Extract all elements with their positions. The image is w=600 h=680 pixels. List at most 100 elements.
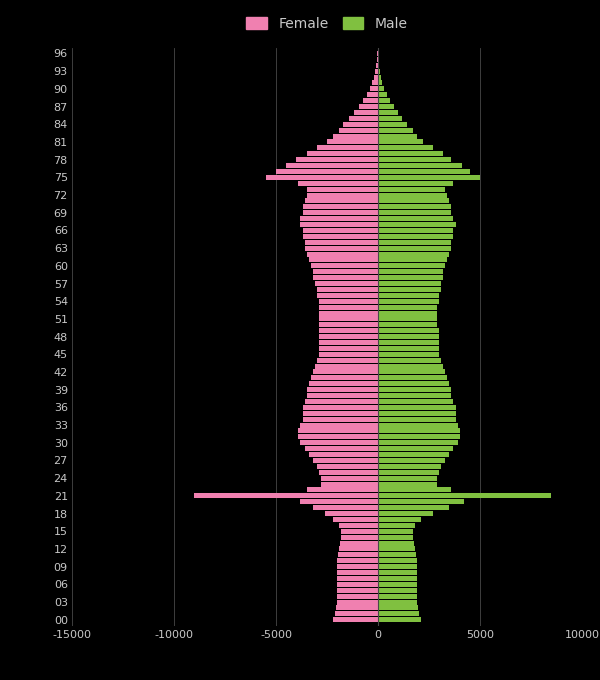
Bar [378,204,451,209]
Bar [378,523,415,528]
Bar [341,529,378,534]
Bar [353,110,378,115]
Bar [308,381,378,386]
Bar [335,611,378,616]
Bar [378,582,417,587]
Bar [319,334,378,339]
Bar [378,263,445,269]
Bar [378,299,439,304]
Bar [307,488,378,492]
Bar [302,204,378,209]
Bar [333,133,378,139]
Bar [378,452,449,457]
Bar [302,228,378,233]
Bar [307,387,378,392]
Bar [319,340,378,345]
Bar [301,440,378,445]
Bar [319,328,378,333]
Bar [337,570,378,575]
Bar [378,92,387,97]
Bar [298,428,378,433]
Bar [319,311,378,316]
Bar [317,293,378,298]
Bar [378,364,443,369]
Bar [339,523,378,528]
Bar [378,258,448,262]
Bar [319,305,378,309]
Bar [321,475,378,481]
Bar [343,122,378,126]
Bar [378,541,414,545]
Bar [378,240,451,245]
Bar [373,80,378,86]
Bar [307,192,378,198]
Bar [378,576,417,581]
Bar [296,157,378,162]
Bar [378,75,381,80]
Bar [378,511,433,516]
Bar [313,458,378,463]
Bar [337,594,378,598]
Bar [336,605,378,611]
Bar [302,234,378,239]
Bar [298,181,378,186]
Bar [378,128,413,133]
Bar [319,316,378,322]
Bar [313,369,378,375]
Bar [378,175,480,180]
Bar [378,458,445,463]
Bar [378,505,449,510]
Bar [319,346,378,351]
Bar [378,228,454,233]
Bar [333,617,378,622]
Bar [378,281,441,286]
Bar [378,139,423,144]
Bar [378,157,451,162]
Bar [266,175,378,180]
Bar [378,558,417,563]
Bar [378,80,382,86]
Bar [378,316,437,322]
Bar [378,69,380,73]
Bar [305,245,378,251]
Bar [378,617,421,622]
Bar [378,435,460,439]
Bar [313,269,378,274]
Bar [378,192,448,198]
Bar [378,110,398,115]
Bar [378,186,445,192]
Bar [378,475,437,481]
Bar [337,576,378,581]
Bar [339,547,378,551]
Bar [317,358,378,362]
Bar [302,417,378,422]
Bar [337,558,378,563]
Bar [378,334,439,339]
Bar [337,588,378,593]
Bar [378,517,421,522]
Bar [308,452,378,457]
Bar [359,104,378,109]
Bar [378,470,439,475]
Bar [378,210,451,216]
Bar [298,435,378,439]
Bar [378,446,454,451]
Bar [378,387,451,392]
Bar [378,464,441,469]
Bar [349,116,378,121]
Bar [378,252,449,256]
Bar [311,375,378,380]
Bar [378,594,417,598]
Bar [327,139,378,144]
Bar [378,405,455,410]
Bar [302,411,378,415]
Bar [378,169,470,174]
Bar [286,163,378,168]
Bar [301,216,378,221]
Bar [378,399,454,404]
Bar [317,287,378,292]
Bar [315,364,378,369]
Bar [333,517,378,522]
Bar [340,541,378,545]
Bar [301,499,378,505]
